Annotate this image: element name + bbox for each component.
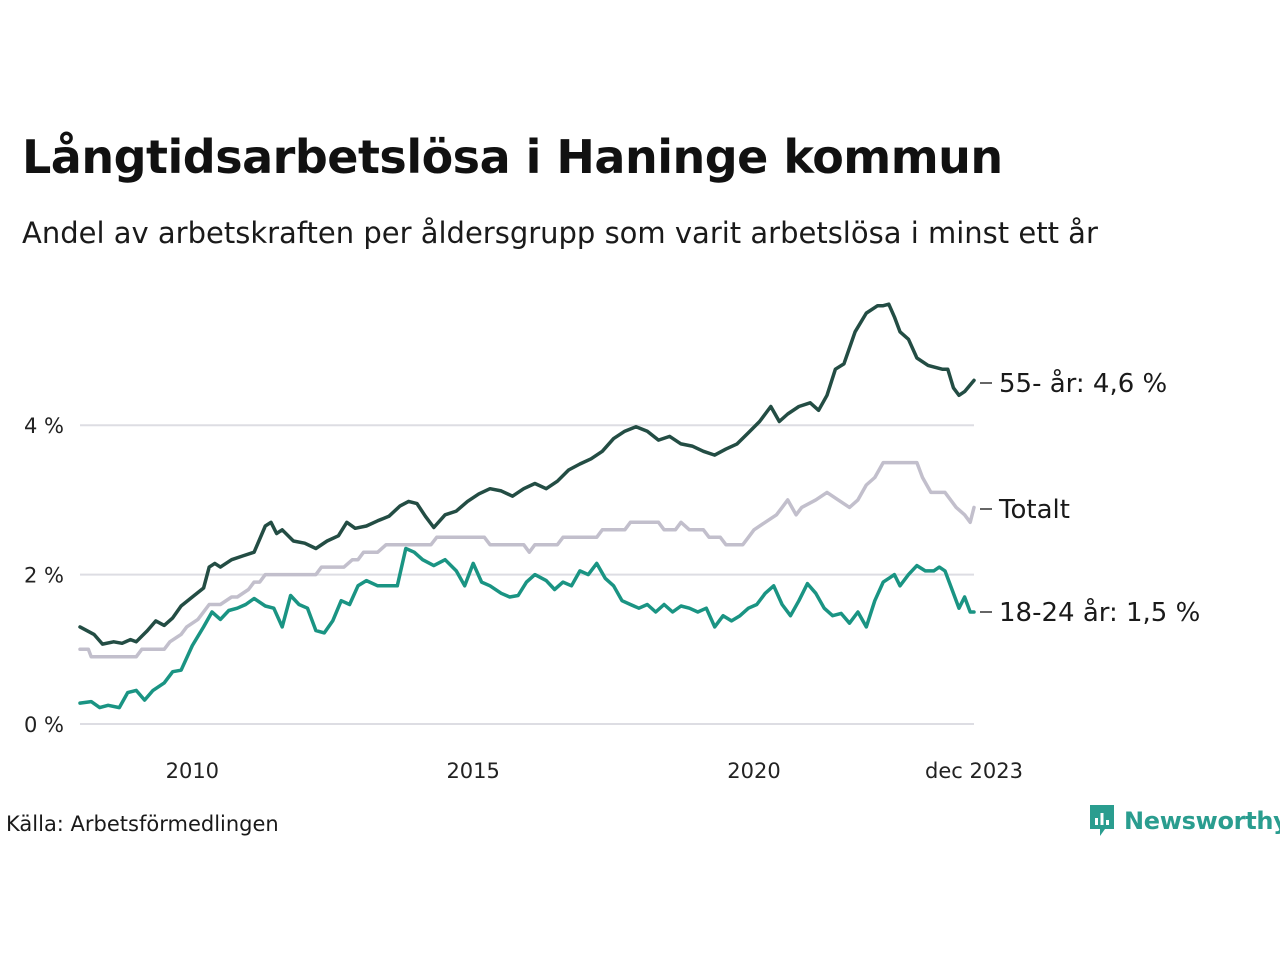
end-label-age18_24: 18-24 år: 1,5 % xyxy=(999,597,1200,628)
newsworthy-icon xyxy=(1090,805,1114,836)
y-tick-label: 4 % xyxy=(24,414,64,438)
newsworthy-logo: Newsworthy xyxy=(1088,803,1280,839)
brand-name: Newsworthy xyxy=(1124,807,1280,835)
end-label-age55: 55- år: 4,6 % xyxy=(999,368,1167,399)
chart-title: Långtidsarbetslösa i Haninge kommun xyxy=(22,130,1003,184)
x-tick-label: 2015 xyxy=(446,759,499,783)
x-tick-label: 2020 xyxy=(727,759,780,783)
chart-subtitle: Andel av arbetskraften per åldersgrupp s… xyxy=(22,216,1098,250)
gridlines xyxy=(80,424,974,725)
x-tick-label: 2010 xyxy=(166,759,219,783)
end-label-total: Totalt xyxy=(998,495,1070,525)
y-axis-ticks: 0 % 2 % 4 % xyxy=(24,414,64,737)
series-lines xyxy=(78,302,976,710)
end-labels: Totalt 18-24 år: 1,5 % 55- år: 4,6 % xyxy=(980,368,1200,628)
series-line-age55 xyxy=(78,302,976,646)
x-axis-ticks: 2010 2015 2020 dec 2023 xyxy=(166,759,1023,783)
source-note: Källa: Arbetsförmedlingen xyxy=(6,812,279,836)
x-tick-label: dec 2023 xyxy=(925,759,1023,783)
y-tick-label: 2 % xyxy=(24,564,64,588)
series-line-age18_24 xyxy=(78,546,976,710)
series-line-total xyxy=(78,460,976,659)
y-tick-label: 0 % xyxy=(24,713,64,737)
